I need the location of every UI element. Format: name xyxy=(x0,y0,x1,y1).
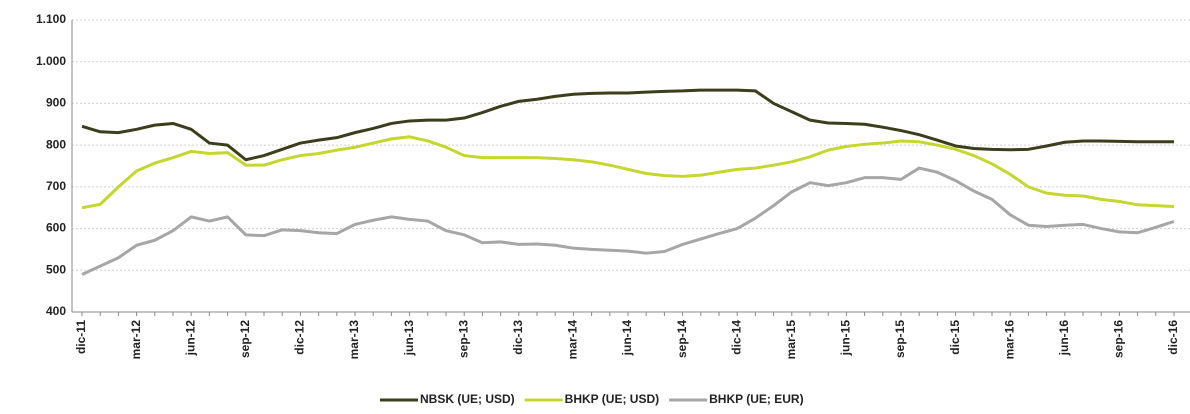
y-tick-label: 900 xyxy=(46,96,66,110)
x-tick-label: jun-14 xyxy=(620,320,634,357)
x-tick-label: jun-13 xyxy=(402,320,416,357)
x-tick-label: mar-16 xyxy=(1002,320,1016,360)
x-tick-label: mar-15 xyxy=(784,320,798,360)
x-tick-label: jun-15 xyxy=(839,320,853,357)
x-tick-label: dic-16 xyxy=(1166,320,1180,355)
x-tick-label: mar-13 xyxy=(347,320,361,360)
legend-label: BHKP (UE; EUR) xyxy=(709,392,803,406)
x-tick-label: sep-14 xyxy=(675,320,689,358)
x-tick-label: jun-12 xyxy=(183,320,197,357)
y-tick-label: 1.100 xyxy=(36,12,66,26)
legend: NBSK (UE; USD) BHKP (UE; USD) BHKP (UE; EU… xyxy=(380,392,804,406)
x-tick-label: jun-16 xyxy=(1057,320,1071,357)
x-tick-label: dic-13 xyxy=(511,320,525,355)
y-tick-label: 1.000 xyxy=(36,54,66,68)
x-tick-label: sep-15 xyxy=(893,320,907,358)
y-tick-label: 500 xyxy=(46,262,66,276)
legend-label: NBSK (UE; USD) xyxy=(420,392,515,406)
y-tick-label: 400 xyxy=(46,304,66,318)
y-tick-label: 600 xyxy=(46,221,66,235)
line-series xyxy=(81,135,1175,210)
x-tick-label: dic-14 xyxy=(729,320,743,355)
legend-label: BHKP (UE; USD) xyxy=(565,392,659,406)
line-series xyxy=(81,88,1174,162)
y-tick-label: 800 xyxy=(46,137,66,151)
x-tick-label: sep-12 xyxy=(238,320,252,358)
y-tick-label: 700 xyxy=(46,179,66,193)
x-tick-label: dic-12 xyxy=(293,320,307,355)
x-tick-label: sep-13 xyxy=(456,320,470,358)
x-tick-label: mar-12 xyxy=(129,320,143,360)
line-series xyxy=(81,166,1175,276)
x-tick-label: dic-15 xyxy=(948,320,962,355)
x-tick-label: sep-16 xyxy=(1112,320,1126,358)
x-tick-label: dic-11 xyxy=(74,320,88,354)
x-tick-label: mar-14 xyxy=(566,320,580,360)
